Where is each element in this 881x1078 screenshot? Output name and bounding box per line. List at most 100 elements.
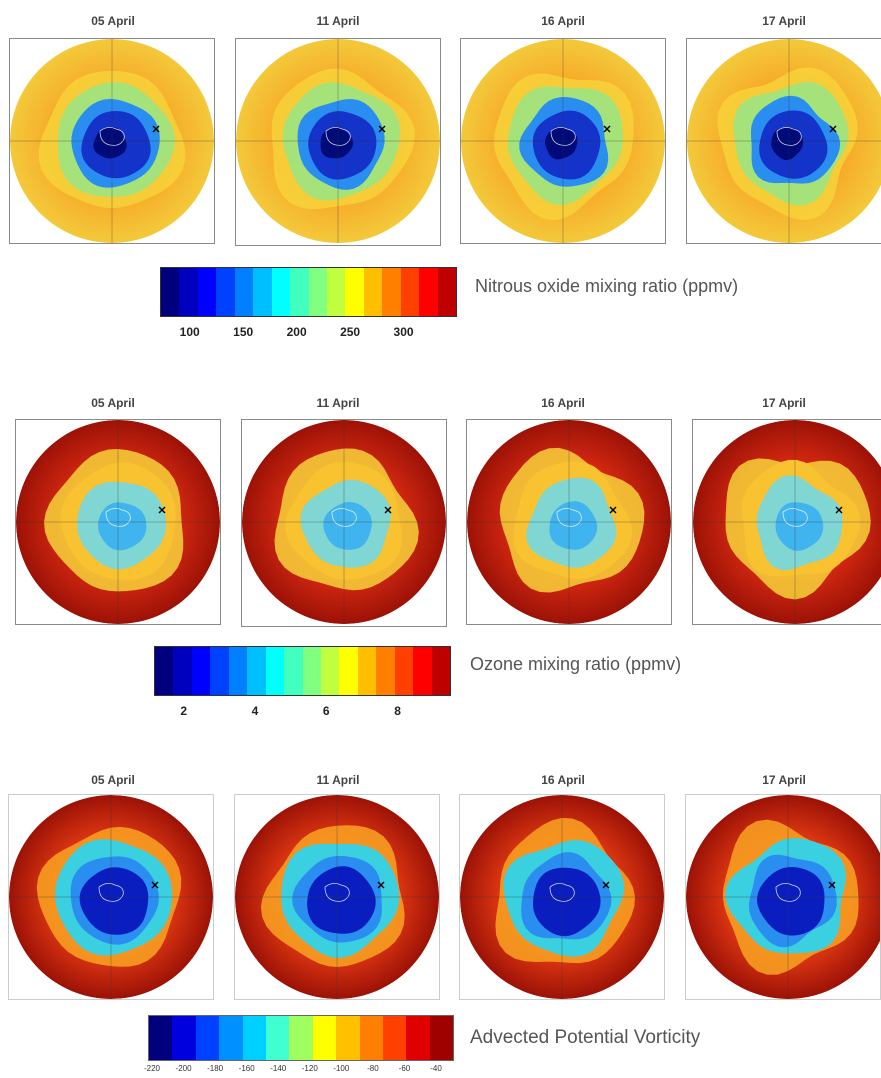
colorbar-swatch	[363, 268, 383, 316]
colorbar-tick-label: 4	[251, 704, 259, 718]
colorbar-swatch	[265, 647, 285, 695]
colorbar-swatch	[210, 647, 229, 695]
polar-map-panel[interactable]	[241, 419, 447, 627]
coastline	[549, 883, 575, 902]
colorbar-swatch	[382, 268, 401, 316]
station-marker-icon	[377, 881, 385, 889]
panel-date-label: 05 April	[91, 396, 135, 410]
vortex-center	[93, 127, 127, 159]
polar-map-panel[interactable]	[8, 794, 214, 1000]
colorbar-swatch	[400, 268, 420, 316]
polar-map	[16, 420, 220, 624]
colorbar-swatch	[290, 268, 309, 316]
polar-map-panel[interactable]	[466, 419, 672, 625]
vortex-center	[545, 126, 578, 160]
colorbar-tick-label: -200	[175, 1064, 192, 1073]
polar-map-panel[interactable]	[15, 419, 221, 625]
colorbar-tick-label: 250	[340, 325, 361, 339]
colorbar-tick-label: 200	[286, 325, 307, 339]
vortex-center	[771, 127, 803, 161]
colorbar-tick-label: 2	[180, 704, 188, 718]
colorbar-swatch	[234, 268, 254, 316]
polar-map-panel[interactable]	[9, 38, 215, 244]
coastline	[776, 127, 802, 146]
colorbar-swatch	[155, 647, 174, 695]
panel-date-label: 17 April	[762, 773, 806, 787]
polar-map-panel[interactable]	[235, 38, 441, 246]
colorbar-swatch	[172, 1016, 196, 1060]
polar-map-panel[interactable]	[459, 794, 665, 1000]
panel-date-label: 11 April	[316, 396, 360, 410]
vortex-center	[320, 126, 354, 159]
panel-date-label: 17 April	[762, 14, 806, 28]
colorbar-swatch	[149, 1016, 173, 1060]
colorbar-swatch	[179, 268, 198, 316]
station-marker-icon	[835, 506, 843, 514]
polar-map-panel[interactable]	[234, 794, 440, 1000]
coastline	[325, 127, 351, 146]
station-marker-icon	[378, 125, 386, 133]
colorbar-tick-label: -160	[238, 1064, 255, 1073]
colorbar-swatch	[437, 268, 456, 316]
polar-map	[461, 39, 665, 243]
colorbar-swatch	[284, 647, 303, 695]
colorbar-swatch	[431, 647, 450, 695]
colorbar-swatch	[336, 1016, 360, 1060]
colorbar-tick-label: -80	[367, 1064, 379, 1073]
panel-date-label: 16 April	[541, 396, 585, 410]
colorbar-swatch	[265, 1016, 290, 1060]
panel-date-label: 05 April	[91, 14, 135, 28]
colorbar-swatch	[357, 647, 377, 695]
colorbar-swatch	[406, 1016, 430, 1060]
colorbar-tick-label: -60	[398, 1064, 411, 1073]
colorbar-swatch	[242, 1016, 266, 1060]
panel-date-label: 16 April	[541, 14, 585, 28]
station-marker-icon	[609, 506, 617, 514]
station-marker-icon	[602, 881, 610, 889]
colorbar-swatch	[191, 647, 211, 695]
colorbar-swatch	[302, 647, 321, 695]
panel-date-label: 11 April	[316, 773, 360, 787]
colorbar-label: Nitrous oxide mixing ratio (ppmv)	[475, 276, 739, 296]
polar-map	[460, 795, 664, 999]
vortex-core	[549, 501, 598, 550]
colorbar-tick-label: -100	[333, 1064, 350, 1073]
vortex-core	[533, 867, 601, 937]
colorbar-swatch	[271, 268, 291, 316]
colorbar-swatch	[394, 647, 414, 695]
colorbar-label: Ozone mixing ratio (ppmv)	[470, 654, 682, 674]
station-marker-icon	[828, 881, 836, 889]
colorbar-tick-label: -140	[270, 1064, 287, 1073]
polar-map	[10, 39, 214, 243]
polar-map-panel[interactable]	[686, 38, 881, 244]
coastline	[331, 508, 357, 527]
polar-map	[236, 39, 440, 243]
colorbar-tick-label: 300	[393, 325, 414, 339]
station-marker-icon	[603, 125, 611, 133]
colorbar-tick-label: -220	[143, 1064, 161, 1073]
colorbar-tick-label: 150	[233, 325, 254, 339]
polar-map-panel[interactable]	[460, 38, 666, 244]
colorbar-tick-label: 8	[394, 704, 401, 718]
polar-map-panel[interactable]	[692, 419, 881, 625]
colorbar-swatch	[345, 268, 364, 316]
polar-map	[242, 420, 446, 624]
colorbar-swatch	[195, 1016, 220, 1060]
station-marker-icon	[158, 506, 166, 514]
colorbar-swatch	[308, 268, 327, 316]
colorbar-swatch	[216, 268, 235, 316]
colorbar-tick-label: 100	[179, 325, 200, 339]
station-marker-icon	[151, 881, 159, 889]
colorbar-swatch	[382, 1016, 407, 1060]
colorbar-swatch	[320, 647, 340, 695]
colorbar-swatch	[326, 268, 346, 316]
colorbar-swatch	[253, 268, 272, 316]
polar-map-panel[interactable]	[685, 794, 881, 1000]
colorbar	[154, 646, 451, 696]
colorbar-swatch	[312, 1016, 337, 1060]
panel-date-label: 16 April	[541, 773, 585, 787]
colorbar-swatch	[247, 647, 266, 695]
colorbar-tick-label: -180	[207, 1064, 224, 1073]
colorbar-swatch	[197, 268, 217, 316]
colorbar	[160, 267, 457, 317]
